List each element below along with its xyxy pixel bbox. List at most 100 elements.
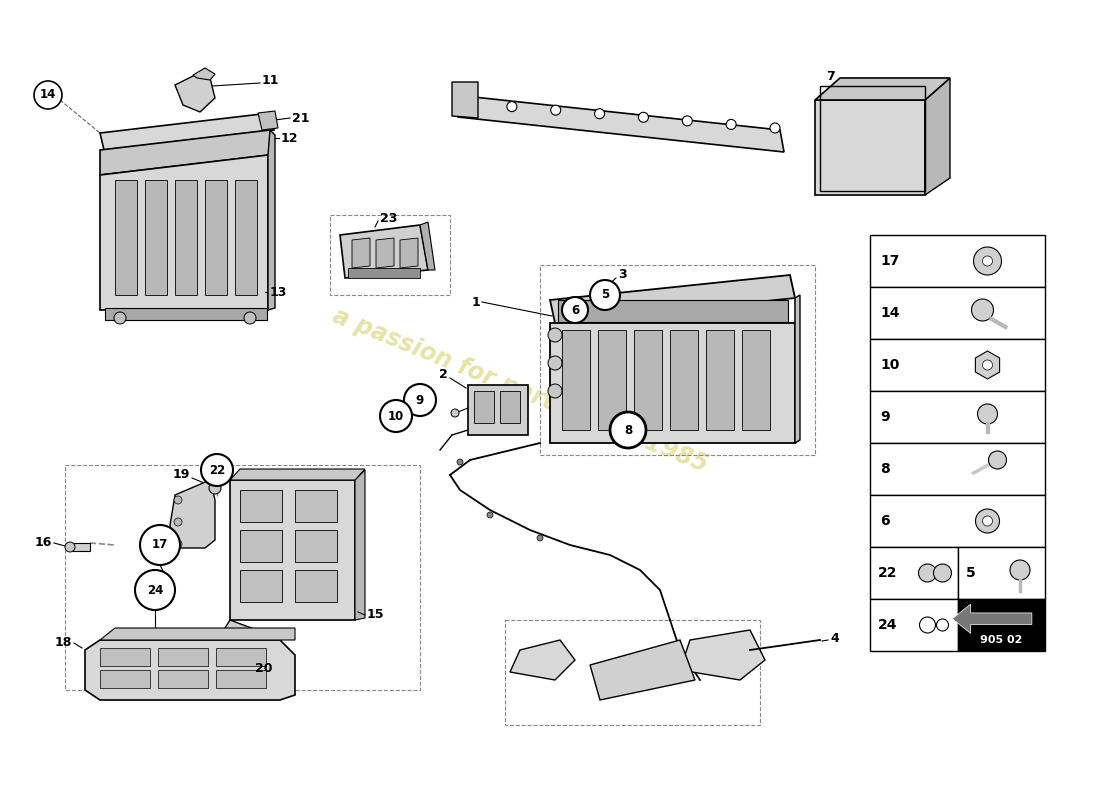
- Text: 6: 6: [880, 514, 890, 528]
- Text: 21: 21: [292, 111, 309, 125]
- Polygon shape: [100, 130, 270, 175]
- Circle shape: [982, 516, 992, 526]
- Polygon shape: [680, 630, 764, 680]
- Text: 9: 9: [416, 394, 425, 406]
- Text: 8: 8: [624, 423, 632, 437]
- Circle shape: [982, 256, 992, 266]
- Polygon shape: [455, 95, 784, 152]
- Bar: [870, 495, 1045, 547]
- Circle shape: [610, 412, 646, 448]
- Circle shape: [638, 112, 648, 122]
- Text: 16: 16: [34, 537, 52, 550]
- Text: 19: 19: [173, 469, 190, 482]
- Text: 5: 5: [601, 289, 609, 302]
- Circle shape: [135, 570, 175, 610]
- Bar: [235, 180, 257, 295]
- Bar: [550, 323, 795, 443]
- Polygon shape: [925, 78, 950, 195]
- Bar: [216, 670, 266, 688]
- Circle shape: [770, 123, 780, 133]
- Bar: [468, 385, 528, 435]
- Bar: [205, 180, 227, 295]
- Text: 12: 12: [280, 131, 298, 145]
- Polygon shape: [230, 469, 365, 480]
- Circle shape: [379, 400, 412, 432]
- Polygon shape: [400, 238, 418, 268]
- Bar: [348, 268, 420, 278]
- Circle shape: [548, 384, 562, 398]
- Polygon shape: [452, 82, 478, 118]
- Polygon shape: [953, 604, 1032, 634]
- Circle shape: [976, 509, 1000, 533]
- Text: 905 02: 905 02: [980, 634, 1022, 645]
- Circle shape: [456, 459, 463, 465]
- Circle shape: [507, 102, 517, 111]
- Circle shape: [971, 299, 993, 321]
- Polygon shape: [226, 620, 280, 660]
- Bar: [870, 339, 1045, 391]
- Text: 23: 23: [379, 211, 397, 225]
- Bar: [295, 530, 337, 562]
- Polygon shape: [85, 640, 295, 700]
- Text: 14: 14: [40, 89, 56, 102]
- Circle shape: [174, 518, 182, 526]
- Polygon shape: [420, 222, 434, 270]
- Bar: [295, 570, 337, 602]
- Bar: [100, 670, 150, 688]
- Polygon shape: [100, 113, 274, 150]
- Bar: [158, 670, 208, 688]
- Circle shape: [201, 454, 233, 486]
- Circle shape: [1010, 560, 1030, 580]
- Polygon shape: [175, 75, 214, 112]
- Polygon shape: [170, 480, 214, 548]
- Bar: [558, 300, 788, 322]
- Circle shape: [562, 297, 588, 323]
- Bar: [870, 235, 1045, 287]
- Polygon shape: [550, 275, 795, 323]
- Text: 1: 1: [471, 295, 480, 309]
- Polygon shape: [795, 295, 800, 443]
- Circle shape: [974, 247, 1001, 275]
- Bar: [158, 648, 208, 666]
- Bar: [104, 308, 267, 320]
- Text: 10: 10: [880, 358, 900, 372]
- Bar: [116, 180, 138, 295]
- Circle shape: [537, 535, 543, 541]
- Text: 4: 4: [830, 631, 838, 645]
- Circle shape: [548, 356, 562, 370]
- Bar: [175, 180, 197, 295]
- Circle shape: [140, 525, 180, 565]
- Text: 2: 2: [439, 369, 448, 382]
- Bar: [706, 330, 734, 430]
- Text: 22: 22: [878, 566, 898, 580]
- Circle shape: [451, 409, 459, 417]
- Text: 22: 22: [209, 463, 226, 477]
- Bar: [330, 215, 450, 295]
- Polygon shape: [258, 111, 278, 130]
- Bar: [870, 443, 1045, 495]
- Circle shape: [934, 564, 952, 582]
- Circle shape: [209, 482, 221, 494]
- Bar: [505, 620, 760, 725]
- Bar: [474, 391, 494, 423]
- Circle shape: [936, 619, 948, 631]
- Circle shape: [174, 540, 182, 548]
- Circle shape: [978, 404, 998, 424]
- Circle shape: [487, 512, 493, 518]
- Bar: [240, 530, 282, 562]
- Circle shape: [989, 451, 1006, 469]
- Circle shape: [726, 119, 736, 130]
- Text: 5: 5: [966, 566, 976, 580]
- Bar: [870, 547, 957, 599]
- Text: 11: 11: [262, 74, 279, 86]
- Polygon shape: [510, 640, 575, 680]
- Text: 15: 15: [367, 609, 385, 622]
- Polygon shape: [590, 640, 695, 700]
- Bar: [870, 599, 957, 651]
- Bar: [216, 648, 266, 666]
- Bar: [820, 86, 925, 191]
- Bar: [65, 465, 420, 690]
- Polygon shape: [355, 470, 365, 620]
- Circle shape: [682, 116, 692, 126]
- Bar: [815, 100, 925, 195]
